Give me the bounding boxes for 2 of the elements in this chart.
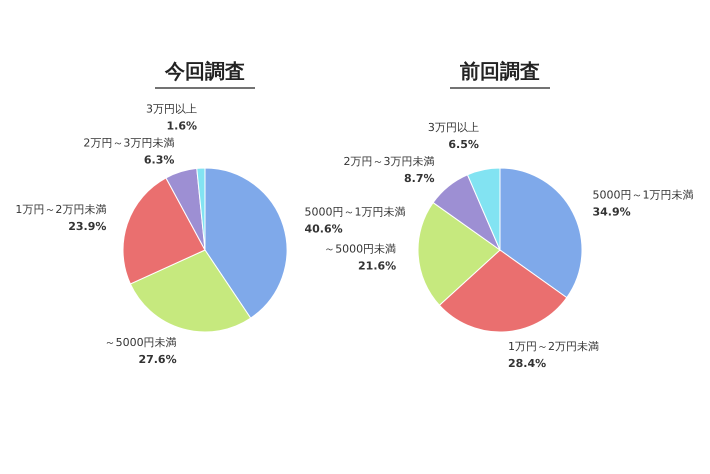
chart-title: 前回調査 [459,59,540,83]
chart-title: 今回調査 [164,59,245,83]
